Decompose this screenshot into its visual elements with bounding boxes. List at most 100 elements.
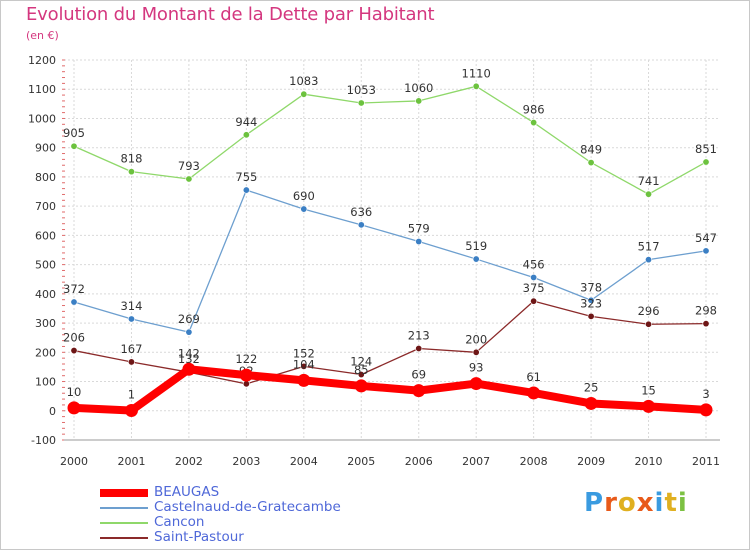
y-tick-label: 700	[35, 200, 56, 213]
y-tick-label: 1100	[28, 83, 56, 96]
series-line-cancon	[73, 85, 707, 195]
legend-label: BEAUGAS	[154, 484, 220, 500]
series-line-beaugas	[70, 365, 710, 415]
x-tick-label: 2011	[692, 455, 720, 468]
y-tick-label: 100	[35, 376, 56, 389]
series-line-saint-pastour	[73, 300, 707, 385]
data-point	[70, 142, 78, 150]
data-point	[127, 358, 135, 366]
data-point	[472, 255, 480, 263]
y-tick-label: 400	[35, 288, 56, 301]
data-point	[584, 396, 598, 410]
data-point	[645, 256, 653, 264]
data-point	[412, 384, 426, 398]
data-point	[530, 297, 538, 305]
data-label: 61	[526, 370, 541, 384]
x-tick-label: 2001	[117, 455, 145, 468]
x-tick-label: 2004	[290, 455, 318, 468]
data-label: 15	[641, 383, 656, 397]
legend-label: Cancon	[154, 514, 205, 530]
y-tick-label: 800	[35, 171, 56, 184]
data-point	[185, 328, 193, 336]
data-point	[239, 368, 253, 382]
data-label: 314	[120, 299, 142, 313]
y-tick-label: 500	[35, 259, 56, 272]
series-line-castelnaud-de-gratecambe	[73, 189, 707, 333]
legend-item: Castelnaud-de-Gratecambe	[100, 499, 420, 515]
data-point	[242, 186, 250, 194]
data-point	[527, 386, 541, 400]
data-point	[530, 119, 538, 127]
data-label: 547	[695, 231, 717, 245]
data-point	[472, 348, 480, 356]
x-tick-label: 2010	[635, 455, 663, 468]
data-point	[702, 247, 710, 255]
data-label: 579	[408, 222, 430, 236]
logo-letter: P	[584, 488, 605, 518]
data-point	[415, 238, 423, 246]
data-label: 851	[695, 142, 717, 156]
data-label: 296	[638, 304, 660, 318]
data-label: 200	[465, 332, 487, 346]
data-label: 741	[638, 174, 660, 188]
y-tick-label: 1200	[28, 54, 56, 67]
y-tick-label: -100	[31, 434, 56, 447]
chart-title: Evolution du Montant de la Dette par Hab…	[26, 4, 435, 25]
data-point	[415, 345, 423, 353]
proxiti-logo: Proxiti	[584, 488, 688, 518]
data-point	[702, 158, 710, 166]
x-tick-label: 2002	[175, 455, 203, 468]
legend-swatch	[100, 507, 148, 509]
data-point	[587, 296, 595, 304]
data-label: 944	[235, 115, 257, 129]
data-point	[127, 315, 135, 323]
chart-subtitle: (en €)	[26, 29, 59, 42]
legend-label: Castelnaud-de-Gratecambe	[154, 499, 341, 515]
data-point	[357, 99, 365, 107]
data-label: 142	[178, 346, 200, 360]
data-point	[702, 320, 710, 328]
x-tick-label: 2009	[577, 455, 605, 468]
data-label: 3	[702, 387, 709, 401]
data-label: 206	[63, 331, 85, 345]
y-tick-label: 300	[35, 317, 56, 330]
data-point	[242, 380, 250, 388]
data-point	[185, 175, 193, 183]
data-label: 519	[465, 239, 487, 253]
data-point	[70, 347, 78, 355]
y-tick-label: 200	[35, 346, 56, 359]
legend-item: Saint-Pastour	[100, 529, 420, 545]
data-point	[642, 399, 656, 413]
data-point	[354, 379, 368, 393]
data-label: 152	[293, 346, 315, 360]
logo-letter: i	[654, 488, 665, 518]
y-tick-label: 900	[35, 142, 56, 155]
data-label: 636	[350, 205, 372, 219]
data-point	[124, 403, 138, 417]
legend-item: BEAUGAS	[100, 484, 420, 500]
data-label: 849	[580, 143, 602, 157]
data-point	[300, 205, 308, 213]
data-label: 93	[469, 361, 484, 375]
data-label: 793	[178, 159, 200, 173]
data-label: 690	[293, 189, 315, 203]
data-point	[469, 377, 483, 391]
data-point	[297, 373, 311, 387]
data-label: 124	[350, 355, 372, 369]
data-point	[587, 312, 595, 320]
data-point	[472, 82, 480, 90]
data-label: 818	[120, 152, 142, 166]
x-tick-label: 2007	[462, 455, 490, 468]
data-point	[242, 131, 250, 139]
x-tick-label: 2003	[232, 455, 260, 468]
logo-letter: x	[636, 488, 655, 518]
data-point	[645, 320, 653, 328]
legend-swatch	[100, 522, 148, 524]
x-tick-label: 2000	[60, 455, 88, 468]
x-tick-label: 2006	[405, 455, 433, 468]
data-point	[587, 159, 595, 167]
data-label: 986	[523, 103, 545, 117]
data-label: 167	[120, 342, 142, 356]
data-label: 375	[523, 281, 545, 295]
data-point	[67, 401, 81, 415]
